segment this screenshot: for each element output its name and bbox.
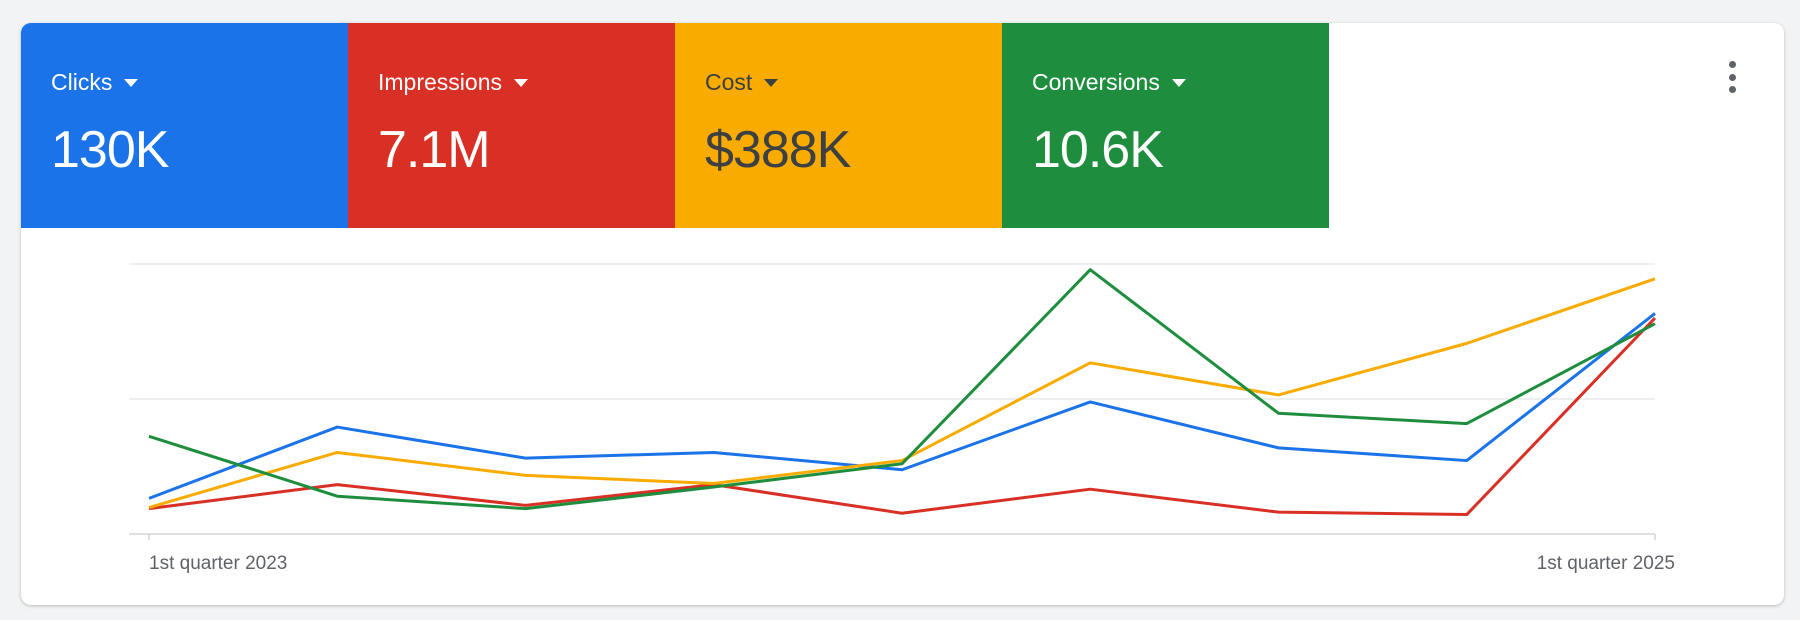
metric-value: $388K bbox=[705, 121, 851, 179]
dropdown-caret-icon bbox=[1171, 78, 1186, 87]
x-tick-label-start: 1st quarter 2023 bbox=[149, 553, 288, 574]
line-chart bbox=[129, 263, 1657, 540]
metric-tile-cost[interactable]: Cost $388K bbox=[675, 23, 1002, 228]
performance-card: Clicks 130K Impressions 7.1M Cost $388K … bbox=[21, 23, 1784, 605]
metric-tile-impressions[interactable]: Impressions 7.1M bbox=[348, 23, 675, 228]
metric-value: 130K bbox=[51, 121, 169, 179]
dropdown-caret-icon bbox=[764, 78, 779, 87]
series-line-cost bbox=[148, 277, 1656, 509]
metric-label: Conversions bbox=[1032, 69, 1160, 95]
series-line-impressions bbox=[148, 316, 1657, 517]
series-line-clicks bbox=[148, 312, 1656, 500]
metric-label: Clicks bbox=[51, 69, 113, 95]
metric-tiles: Clicks 130K Impressions 7.1M Cost $388K … bbox=[21, 23, 1329, 228]
series-line-conversions bbox=[148, 268, 1656, 511]
metric-label: Cost bbox=[705, 69, 753, 95]
dropdown-caret-icon bbox=[124, 78, 139, 87]
more-vert-icon[interactable] bbox=[1726, 61, 1738, 93]
metric-tile-conversions[interactable]: Conversions 10.6K bbox=[1002, 23, 1329, 228]
metric-tile-clicks[interactable]: Clicks 130K bbox=[21, 23, 348, 228]
dropdown-caret-icon bbox=[513, 78, 528, 87]
x-tick-label-end: 1st quarter 2025 bbox=[1536, 553, 1675, 574]
metric-value: 10.6K bbox=[1032, 121, 1164, 179]
metric-value: 7.1M bbox=[378, 121, 491, 179]
metric-label: Impressions bbox=[378, 69, 502, 95]
